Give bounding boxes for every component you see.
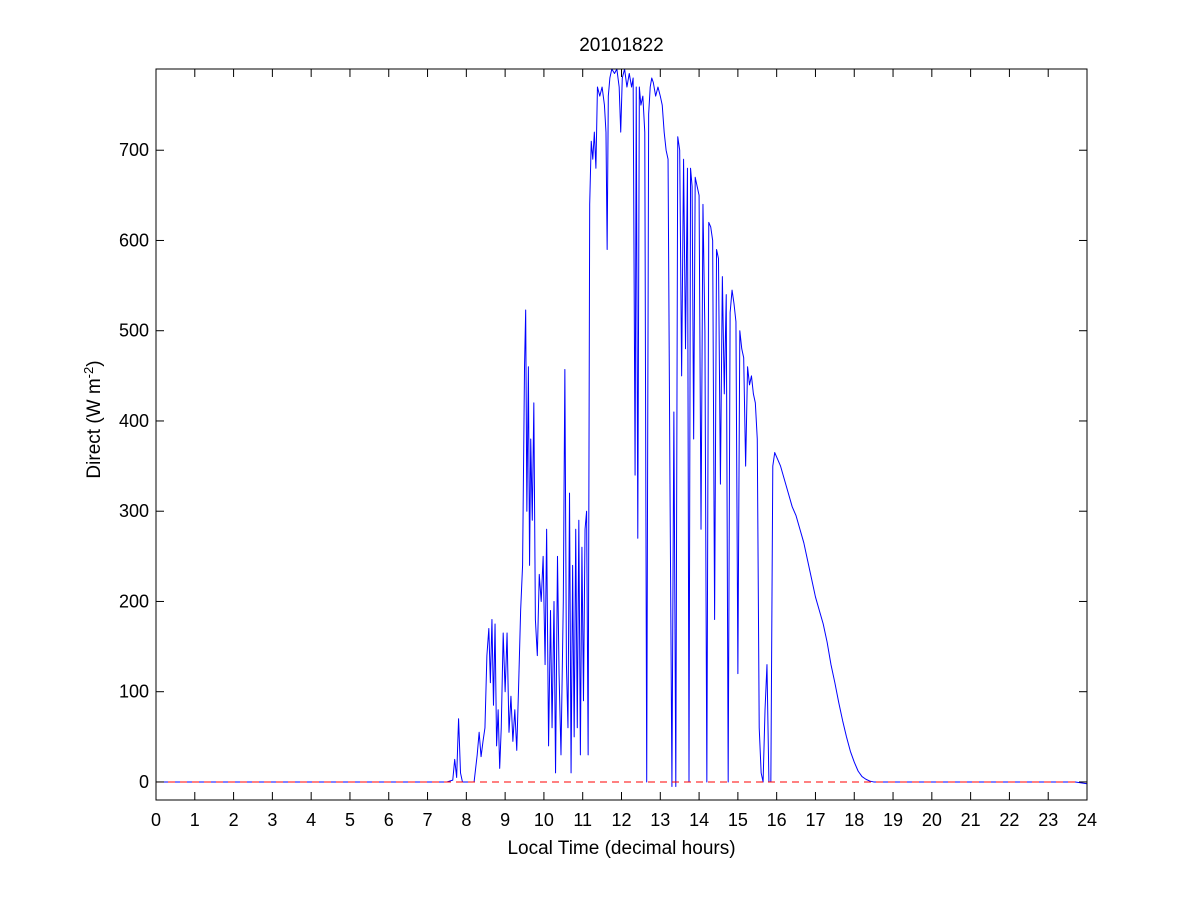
- x-tick-label: 16: [767, 810, 787, 830]
- x-tick-label: 23: [1038, 810, 1058, 830]
- y-tick-label: 600: [119, 230, 149, 250]
- y-tick-label: 0: [139, 772, 149, 792]
- y-tick-label: 500: [119, 321, 149, 341]
- x-tick-label: 9: [500, 810, 510, 830]
- x-tick-label: 3: [267, 810, 277, 830]
- x-tick-label: 2: [229, 810, 239, 830]
- x-tick-label: 20: [922, 810, 942, 830]
- x-tick-label: 5: [345, 810, 355, 830]
- x-tick-label: 13: [650, 810, 670, 830]
- y-tick-label: 200: [119, 591, 149, 611]
- x-tick-label: 14: [689, 810, 709, 830]
- x-tick-label: 4: [306, 810, 316, 830]
- y-tick-label: 400: [119, 411, 149, 431]
- x-tick-label: 12: [611, 810, 631, 830]
- x-tick-label: 15: [728, 810, 748, 830]
- y-axis: 0 100 200 300 400 500 600 700: [119, 140, 1087, 792]
- x-tick-label: 24: [1077, 810, 1097, 830]
- y-axis-title-superscript: -2: [81, 367, 96, 379]
- x-tick-label: 10: [534, 810, 554, 830]
- x-tick-label: 19: [883, 810, 903, 830]
- y-axis-title-main: Direct (W m: [84, 378, 105, 478]
- x-axis: 0 1 2 3 4 5 6 7 8 9 10 11 12 13 14 15 16 17 18 19 20 21 22 23 24: [151, 69, 1097, 830]
- y-axis-title: Direct (W m-2): [81, 360, 106, 478]
- x-tick-label: 17: [805, 810, 825, 830]
- y-tick-label: 300: [119, 501, 149, 521]
- x-tick-label: 22: [999, 810, 1019, 830]
- x-tick-label: 7: [423, 810, 433, 830]
- chart-title: 20101822: [579, 35, 664, 56]
- y-axis-title-close: ): [84, 360, 105, 366]
- x-tick-label: 1: [190, 810, 200, 830]
- x-tick-label: 18: [844, 810, 864, 830]
- x-tick-label: 0: [151, 810, 161, 830]
- x-tick-label: 8: [461, 810, 471, 830]
- x-tick-label: 11: [573, 810, 592, 830]
- x-axis-title: Local Time (decimal hours): [507, 838, 735, 859]
- x-tick-label: 6: [384, 810, 394, 830]
- direct-irradiance-line: [156, 69, 1087, 787]
- y-tick-label: 100: [119, 682, 149, 702]
- x-tick-label: 21: [961, 810, 981, 830]
- y-tick-label: 700: [119, 140, 149, 160]
